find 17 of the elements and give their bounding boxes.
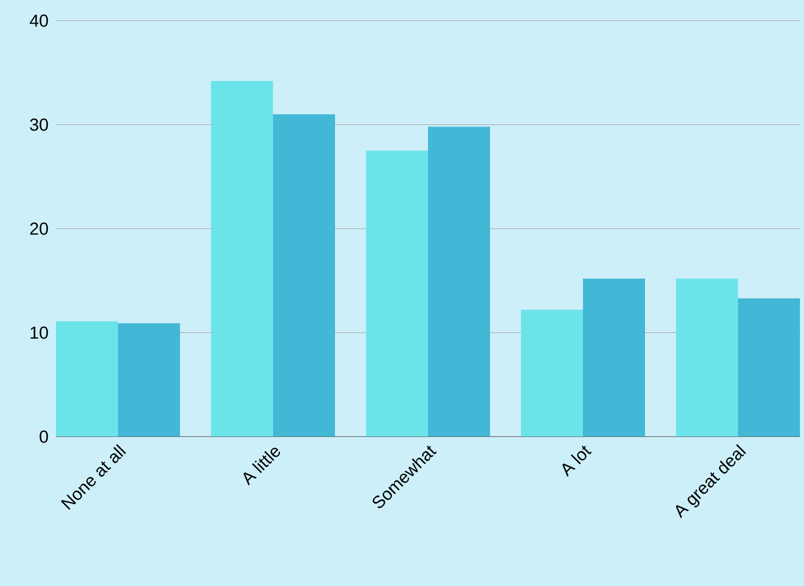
y-tick-label: 10 [30,326,48,339]
x-tick-label: A lot [562,446,592,477]
bar [56,321,118,437]
bar [211,80,274,437]
bar [273,114,335,437]
bar [583,278,645,437]
bar [521,310,583,437]
y-tick-label: 30 [30,118,48,131]
bar [428,126,490,437]
bar [118,323,180,437]
bar [676,278,738,437]
bar [366,150,428,437]
y-tick-label: 20 [30,222,48,235]
bar [738,298,800,437]
y-tick-label: 40 [30,14,48,27]
y-tick-label: 0 [40,430,48,443]
x-tick-label: A little [244,448,280,486]
